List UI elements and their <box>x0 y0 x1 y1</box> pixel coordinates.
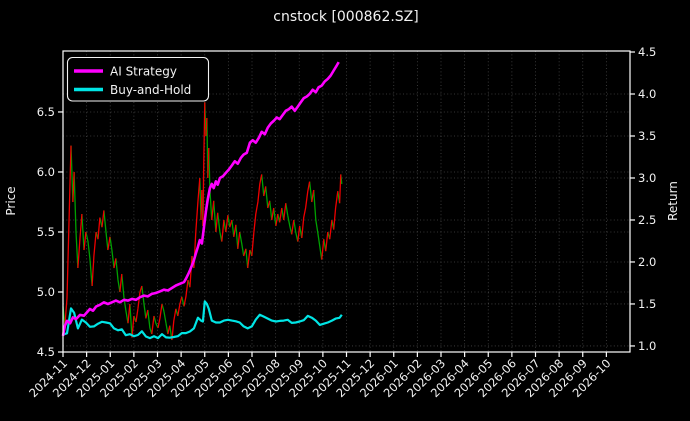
return-tick-label: 4.5 <box>638 45 656 59</box>
return-tick-label: 2.5 <box>638 213 656 227</box>
price-tick-label: 6.5 <box>37 105 55 119</box>
return-tick-label: 2.0 <box>638 255 656 269</box>
gridlines <box>63 51 630 352</box>
price-line-down-segments <box>62 102 343 341</box>
legend: AI Strategy Buy-and-Hold <box>66 56 210 102</box>
return-tick-labels: 1.0 1.5 2.0 2.5 3.0 3.5 4.0 4.5 <box>638 45 656 353</box>
price-tick-label: 5.5 <box>37 225 55 239</box>
legend-label-ai-strategy: AI Strategy <box>110 65 177 79</box>
price-line-up-segments <box>64 102 342 341</box>
legend-label-buy-and-hold: Buy-and-Hold <box>110 83 191 97</box>
price-axis-label: Price <box>4 186 18 215</box>
return-tick-label: 1.0 <box>638 339 656 353</box>
price-tick-labels: 4.5 5.0 5.5 6.0 6.5 <box>37 105 55 359</box>
return-tick-label: 4.0 <box>638 87 656 101</box>
return-tick-label: 3.0 <box>638 171 656 185</box>
axis-tick-marks <box>58 51 635 357</box>
price-tick-label: 4.5 <box>37 345 55 359</box>
ai-strategy-line <box>61 61 340 337</box>
buy-and-hold-line <box>62 300 343 340</box>
return-tick-label: 3.5 <box>638 129 656 143</box>
data-series <box>61 61 343 341</box>
chart-title: cnstock [000862.SZ] <box>273 9 418 25</box>
return-tick-label: 1.5 <box>638 297 656 311</box>
price-tick-label: 6.0 <box>37 165 55 179</box>
return-axis-label: Return <box>666 181 680 221</box>
price-tick-label: 5.0 <box>37 285 55 299</box>
